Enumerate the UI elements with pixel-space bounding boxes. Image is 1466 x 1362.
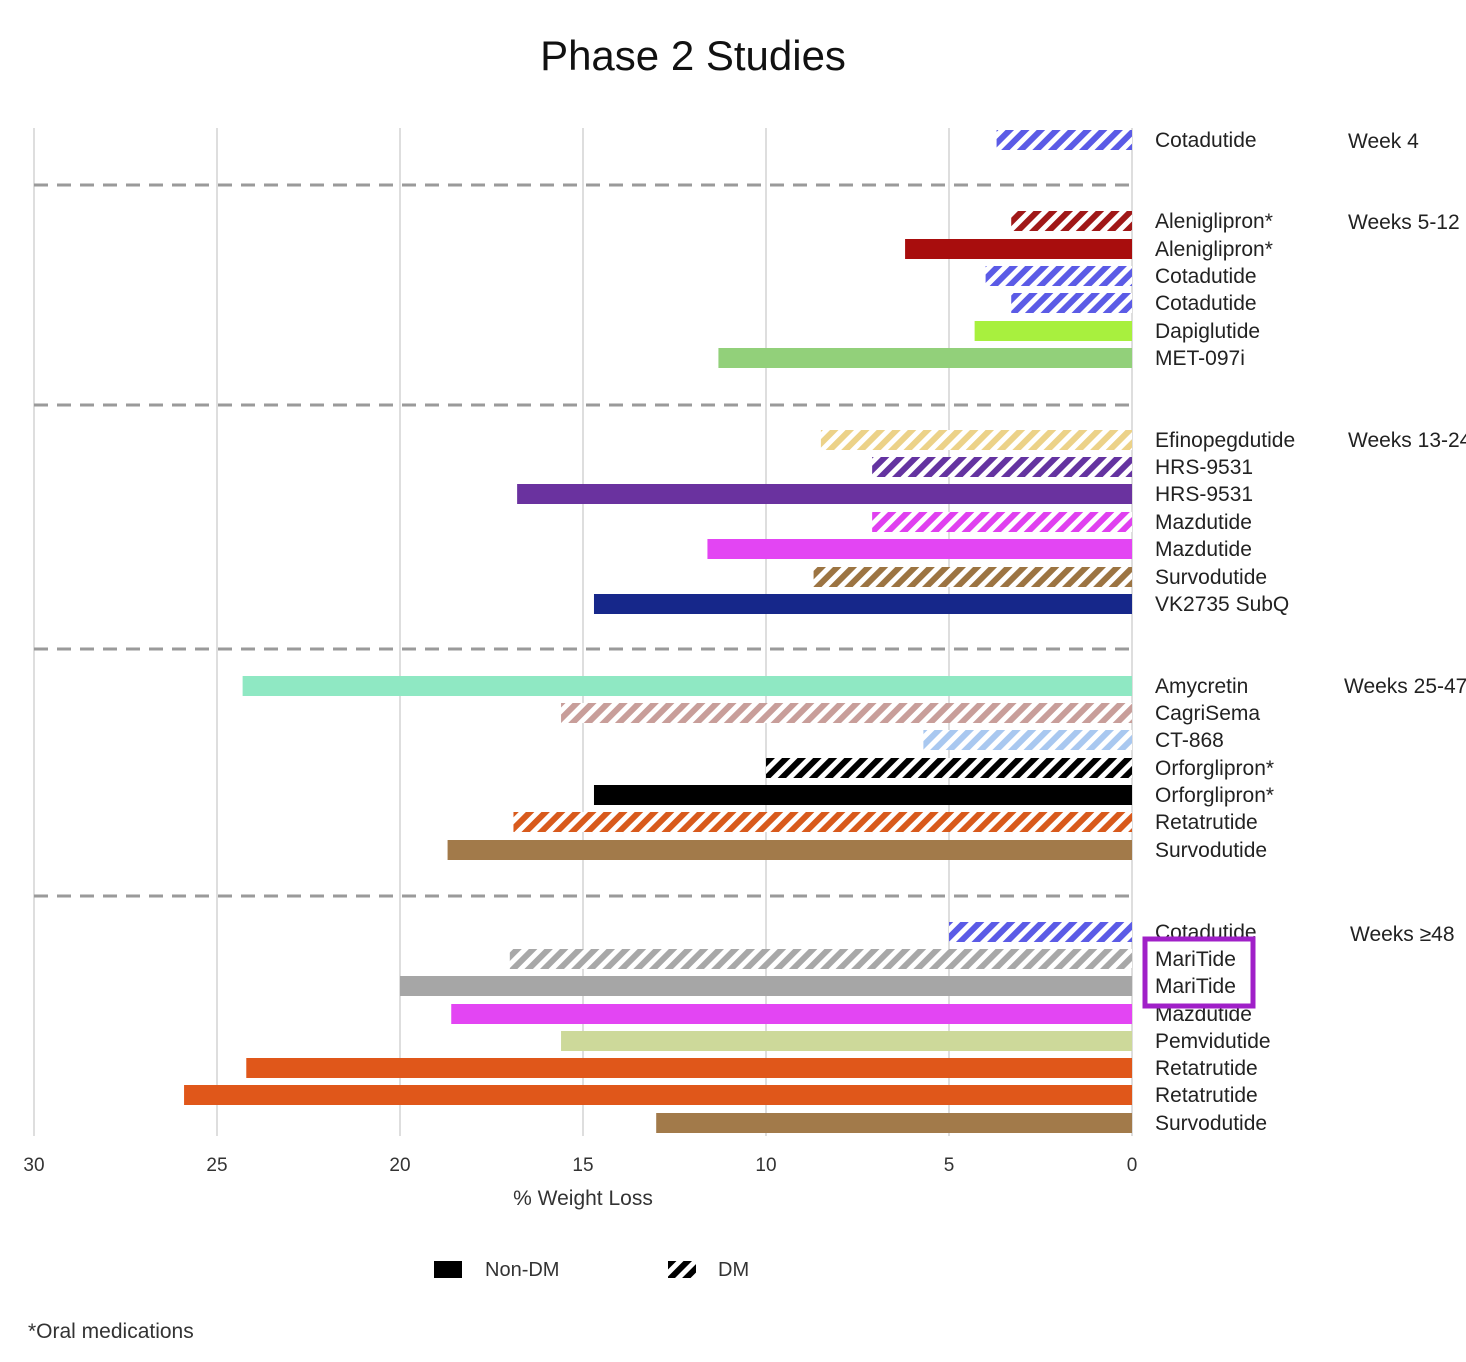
bar-label: Retatrutide bbox=[1155, 1084, 1258, 1107]
bar-survodutide bbox=[447, 840, 1133, 860]
x-tick-label: 15 bbox=[572, 1155, 593, 1176]
bar-cotadutide bbox=[996, 130, 1132, 150]
x-tick-label: 5 bbox=[944, 1155, 955, 1176]
bar-label: Survodutide bbox=[1155, 1112, 1267, 1135]
bar-orforglipron- bbox=[593, 785, 1132, 805]
bar-label: MariTide bbox=[1155, 948, 1236, 971]
legend-label-dm: DM bbox=[718, 1259, 749, 1281]
bar-label: Cotadutide bbox=[1155, 265, 1257, 288]
group-label: Weeks 13-24 bbox=[1348, 429, 1466, 452]
bar-mazdutide bbox=[707, 539, 1132, 559]
bar-label: Cotadutide bbox=[1155, 129, 1257, 152]
bar-vk2735-subq bbox=[593, 594, 1132, 614]
bar-label: Aleniglipron* bbox=[1155, 238, 1273, 261]
legend-swatch-non-dm bbox=[434, 1261, 462, 1278]
bar-label: Mazdutide bbox=[1155, 1003, 1252, 1026]
group-label: Weeks ≥48 bbox=[1350, 923, 1455, 946]
bar-label: CagriSema bbox=[1155, 702, 1260, 725]
x-tick-label: 0 bbox=[1127, 1155, 1138, 1176]
bar-label: HRS-9531 bbox=[1155, 483, 1253, 506]
bar-label: Survodutide bbox=[1155, 566, 1267, 589]
footnote: *Oral medications bbox=[28, 1320, 194, 1343]
bar-label: Efinopegdutide bbox=[1155, 429, 1295, 452]
bar-hrs-9531 bbox=[872, 457, 1132, 477]
bar-cagrisema bbox=[561, 703, 1132, 723]
bar-efinopegdutide bbox=[820, 430, 1132, 450]
bar-label: Retatrutide bbox=[1155, 1057, 1258, 1080]
bar-label: Retatrutide bbox=[1155, 811, 1258, 834]
bar-aleniglipron- bbox=[905, 239, 1132, 259]
bar-label: CT-868 bbox=[1155, 729, 1224, 752]
bar-label: Orforglipron* bbox=[1155, 784, 1274, 807]
chart-title: Phase 2 Studies bbox=[540, 32, 846, 79]
bar-label: Orforglipron* bbox=[1155, 757, 1274, 780]
bar-label: Cotadutide bbox=[1155, 292, 1257, 315]
bar-label: Amycretin bbox=[1155, 675, 1248, 698]
bar-label: HRS-9531 bbox=[1155, 456, 1253, 479]
bar-label: Mazdutide bbox=[1155, 511, 1252, 534]
x-tick-label: 10 bbox=[755, 1155, 776, 1176]
bar-survodutide bbox=[813, 567, 1132, 587]
bar-label: Pemvidutide bbox=[1155, 1030, 1271, 1053]
bar-met-097i bbox=[718, 348, 1132, 368]
x-tick-label: 25 bbox=[206, 1155, 227, 1176]
bar-label: Survodutide bbox=[1155, 839, 1267, 862]
bar-aleniglipron- bbox=[1011, 211, 1132, 231]
legend-swatch-dm bbox=[668, 1261, 696, 1278]
bar-label: MariTide bbox=[1155, 975, 1236, 998]
bar-cotadutide bbox=[1011, 293, 1132, 313]
bar-label: Dapiglutide bbox=[1155, 320, 1260, 343]
legend-label-non-dm: Non-DM bbox=[485, 1259, 559, 1281]
bar-retatrutide bbox=[246, 1058, 1132, 1078]
group-label: Weeks 5-12 bbox=[1348, 211, 1460, 234]
bar-label: MET-097i bbox=[1155, 347, 1245, 370]
bar-pemvidutide bbox=[561, 1031, 1132, 1051]
bar-dapiglutide bbox=[974, 321, 1132, 341]
bar-mazdutide bbox=[451, 1004, 1132, 1024]
bar-maritide bbox=[400, 976, 1132, 996]
group-label: Week 4 bbox=[1348, 130, 1419, 153]
x-tick-label: 20 bbox=[389, 1155, 410, 1176]
bar-mazdutide bbox=[872, 512, 1132, 532]
highlight-box bbox=[1142, 936, 1256, 1009]
x-axis-label: % Weight Loss bbox=[513, 1187, 653, 1210]
bar-orforglipron- bbox=[766, 758, 1132, 778]
bar-hrs-9531 bbox=[517, 484, 1132, 504]
x-tick-label: 30 bbox=[23, 1155, 44, 1176]
bar-label: Mazdutide bbox=[1155, 538, 1252, 561]
bar-label: Aleniglipron* bbox=[1155, 210, 1273, 233]
bar-cotadutide bbox=[949, 922, 1132, 942]
bar-retatrutide bbox=[513, 812, 1132, 832]
bar-maritide bbox=[509, 949, 1132, 969]
group-label: Weeks 25-47 bbox=[1344, 675, 1466, 698]
bar-amycretin bbox=[242, 676, 1132, 696]
bar-retatrutide bbox=[184, 1085, 1132, 1105]
bar-ct-868 bbox=[923, 730, 1132, 750]
bar-label: VK2735 SubQ bbox=[1155, 593, 1289, 616]
bar-survodutide bbox=[656, 1113, 1132, 1133]
bar-cotadutide bbox=[985, 266, 1132, 286]
